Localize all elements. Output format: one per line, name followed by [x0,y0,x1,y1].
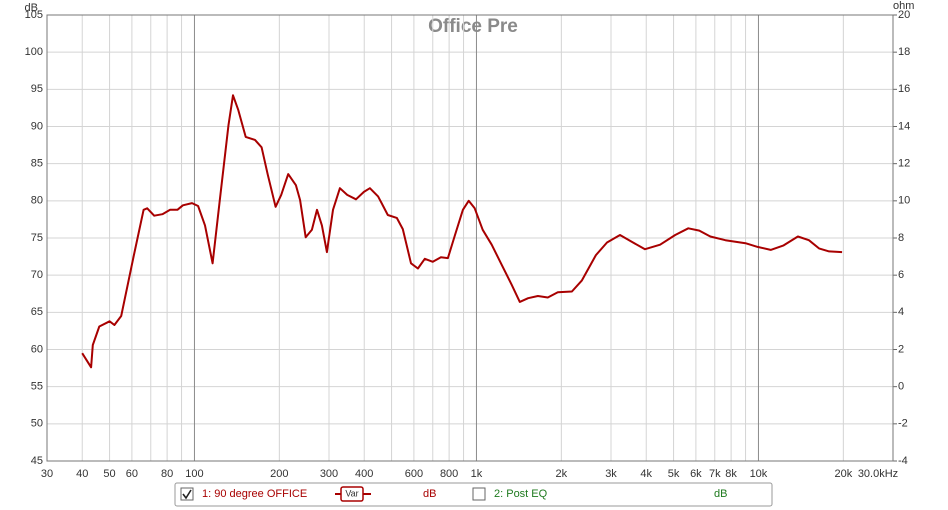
x-tick-label: 30 [41,468,53,480]
x-tick-label: 60 [126,468,138,480]
y-tick-label: 80 [31,195,43,207]
x-tick-label: 2k [556,468,568,480]
x-tick-label: 300 [320,468,338,480]
x-tick-label: 4k [640,468,652,480]
y-tick-label: 70 [31,269,43,281]
plot-frame [46,14,894,462]
legend-label: 2: Post EQ [494,488,548,500]
x-tick-label: 7k [709,468,721,480]
y-tick-label: 55 [31,381,43,393]
y2-tick-label: -4 [898,455,908,467]
x-tick-label: 600 [405,468,423,480]
y-tick-label: 60 [31,343,43,355]
legend-unit: dB [423,488,436,500]
y2-tick-label: 14 [898,120,910,132]
y2-tick-label: 2 [898,343,904,355]
x-tick-label: 6k [690,468,702,480]
y-tick-label: 100 [25,46,43,58]
x-tick-label: 20k [834,468,852,480]
data-line [81,94,843,369]
y-tick-label: 45 [31,455,43,467]
y2-tick-label: 12 [898,158,910,170]
y2-tick-label: -2 [898,418,908,430]
y-tick-label: 85 [31,158,43,170]
y2-tick-label: 18 [898,46,910,58]
y-tick-label: 65 [31,306,43,318]
y2-axis-label: ohm [893,0,914,12]
x-tick-label: 50 [103,468,115,480]
y-tick-label: 50 [31,418,43,430]
legend-checkbox[interactable] [180,487,194,501]
x-tick-label: 3k [605,468,617,480]
y-tick-label: 95 [31,83,43,95]
x-tick-label: 80 [161,468,173,480]
x-tick-label: 30.0kHz [858,468,898,480]
legend-tag-box [340,486,364,502]
x-tick-label: 8k [725,468,737,480]
x-tick-label: 400 [355,468,373,480]
x-tick-label: 800 [440,468,458,480]
legend-label: 1: 90 degree OFFICE [202,488,307,500]
y2-tick-label: 8 [898,232,904,244]
y-axis-label: dB [25,2,38,14]
x-tick-label: 40 [76,468,88,480]
y2-tick-label: 0 [898,381,904,393]
legend-checkbox[interactable] [472,487,486,501]
x-tick-label: 1k [471,468,483,480]
legend-tag: Var [345,488,358,498]
y2-tick-label: 10 [898,195,910,207]
y2-tick-label: 20 [898,9,910,21]
x-tick-label: 10k [750,468,768,480]
x-tick-label: 200 [270,468,288,480]
x-tick-label: 100 [185,468,203,480]
chart-title: Office Pre [428,16,518,37]
y2-tick-label: 6 [898,269,904,281]
x-tick-label: 5k [668,468,680,480]
legend-unit: dB [714,488,727,500]
y-tick-label: 105 [25,9,43,21]
y2-tick-label: 4 [898,306,904,318]
y2-tick-label: 16 [898,83,910,95]
y-tick-label: 75 [31,232,43,244]
y-tick-label: 90 [31,120,43,132]
legend-checkmark [182,489,192,500]
